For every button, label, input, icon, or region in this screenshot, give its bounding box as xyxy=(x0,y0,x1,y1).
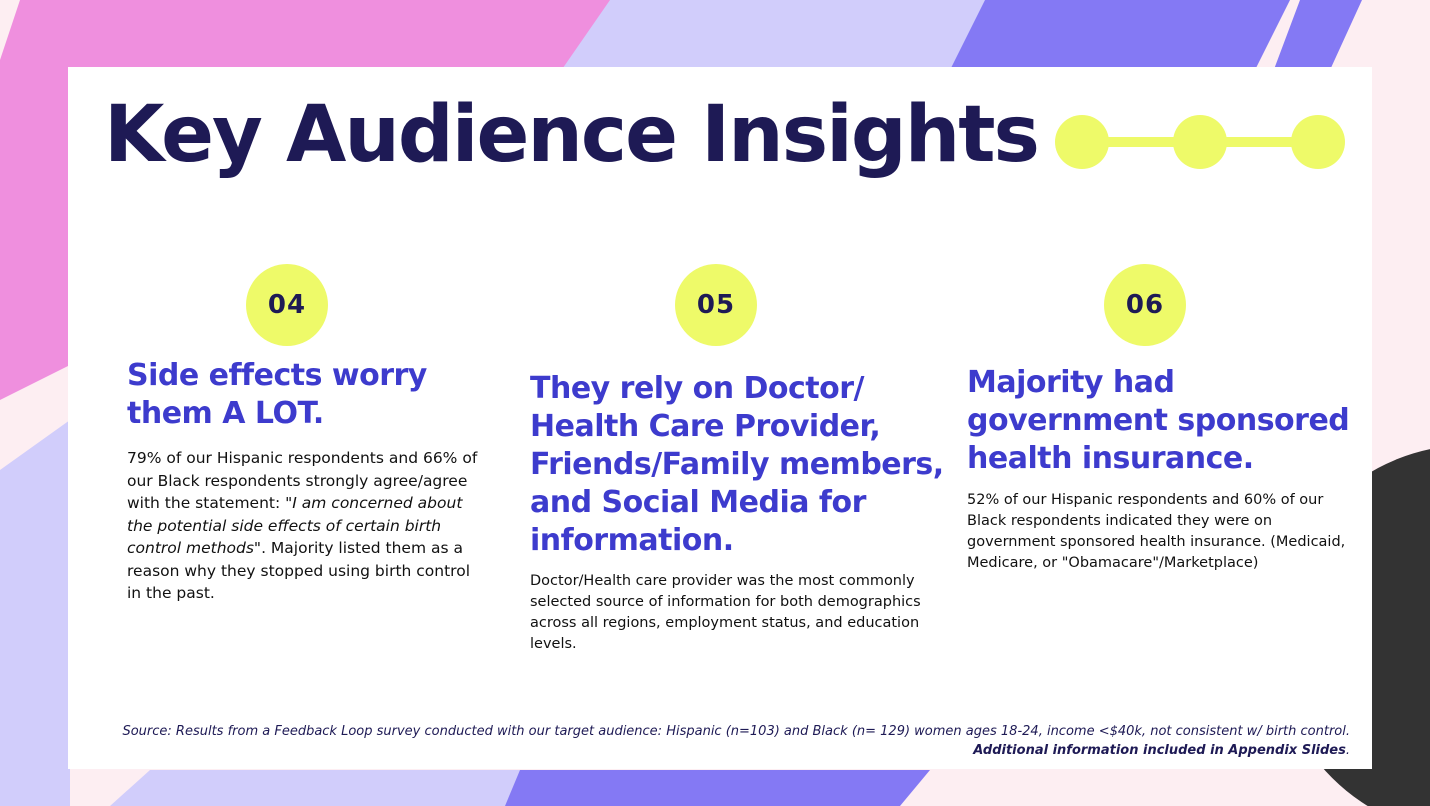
insight-body: 79% of our Hispanic respondents and 66% … xyxy=(127,449,478,602)
insight-number-badge: 06 xyxy=(1104,264,1186,346)
insight-number-badge: 04 xyxy=(246,264,328,346)
dot xyxy=(1291,115,1345,169)
dot xyxy=(1055,115,1109,169)
insight-body: Doctor/Health care provider was the most… xyxy=(530,573,921,652)
timeline-dots-decoration xyxy=(1055,115,1345,169)
insight-heading: They rely on Doctor/ Health Care Provide… xyxy=(530,371,944,558)
insight-number-badge: 05 xyxy=(675,264,757,346)
insight-heading: Side effects worry them A LOT. xyxy=(127,358,427,431)
source-footnote: Source: Results from a Feedback Loop sur… xyxy=(122,724,1350,758)
lavender-brush-stroke-bottom xyxy=(110,770,560,806)
lavender-brush-stroke-left xyxy=(0,420,70,806)
insight-heading: Majority had government sponsored health… xyxy=(967,365,1350,476)
content-card: Key Audience Insights 04 Side effects wo… xyxy=(68,67,1372,769)
dot xyxy=(1173,115,1227,169)
page-title: Key Audience Insights xyxy=(104,90,1040,180)
insight-body: 52% of our Hispanic respondents and 60% … xyxy=(967,492,1346,571)
indigo-brush-stroke-bottom xyxy=(505,770,930,806)
indigo-brush-stroke-small xyxy=(1270,0,1362,80)
